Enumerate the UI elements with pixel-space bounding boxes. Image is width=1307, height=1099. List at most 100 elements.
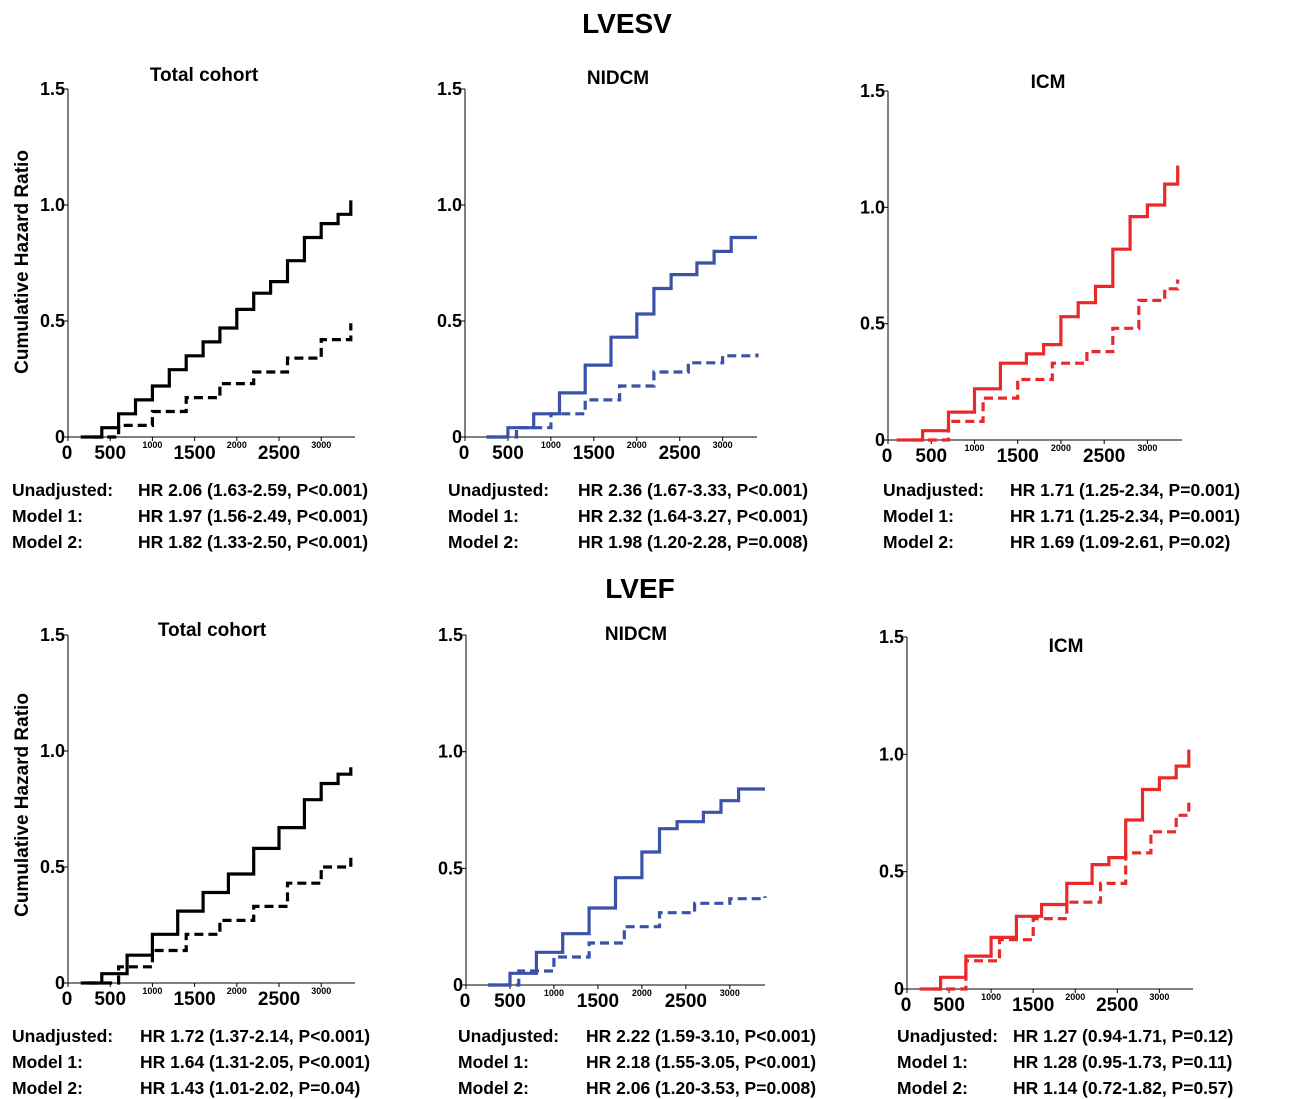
- series-line-solid: [488, 787, 765, 987]
- x-tick-label-small: 2000: [227, 986, 247, 996]
- hr-value: HR 1.71 (1.25-2.34, P=0.001): [1010, 480, 1240, 500]
- series-line-solid: [486, 235, 757, 439]
- x-tick-label: 500: [915, 446, 947, 467]
- y-tick-label: 0.5: [437, 311, 462, 331]
- series-line-solid: [919, 749, 1191, 991]
- y-tick-label: 1.5: [437, 79, 462, 99]
- x-tick-label: 500: [492, 443, 524, 464]
- hr-label: Model 2:: [883, 532, 954, 552]
- hr-label: Model 1:: [458, 1052, 529, 1072]
- x-tick-label-small: 2000: [632, 988, 652, 998]
- y-tick-label: 1.0: [860, 197, 885, 217]
- x-tick-label: 1500: [577, 991, 619, 1012]
- hr-value: HR 1.28 (0.95-1.73, P=0.11): [1013, 1052, 1232, 1072]
- x-tick-label: 500: [933, 995, 965, 1016]
- panel-title: ICM: [1049, 636, 1084, 657]
- hr-value: HR 1.43 (1.01-2.02, P=0.04): [140, 1078, 360, 1098]
- hr-value: HR 1.97 (1.56-2.49, P<0.001): [138, 506, 368, 526]
- hr-label: Model 1:: [448, 506, 519, 526]
- x-tick-label-small: 1000: [142, 440, 162, 450]
- x-tick-label: 1500: [573, 443, 615, 464]
- hr-value: HR 2.06 (1.63-2.59, P<0.001): [138, 480, 368, 500]
- x-tick-label: 0: [459, 443, 470, 464]
- hr-label: Model 2:: [12, 532, 83, 552]
- panel-title: Total cohort: [150, 65, 259, 86]
- y-tick-label: 0: [55, 973, 65, 993]
- hr-value: HR 1.27 (0.94-1.71, P=0.12): [1013, 1026, 1233, 1046]
- x-tick-label: 500: [494, 991, 526, 1012]
- chart-panel-3: ICM 0 0.5 1.0 1.5 0 500 1500 2500 1000 2000 3000 Una…: [860, 72, 1240, 552]
- hr-value: HR 2.06 (1.20-3.53, P=0.008): [586, 1078, 816, 1098]
- x-tick-label: 0: [62, 443, 73, 464]
- hr-value: HR 1.14 (0.72-1.82, P=0.57): [1013, 1078, 1233, 1098]
- x-tick-label: 0: [460, 991, 471, 1012]
- series-line-dashed: [932, 801, 1191, 991]
- x-tick-label: 2500: [665, 991, 707, 1012]
- hr-label: Unadjusted:: [897, 1026, 998, 1046]
- series-line-solid: [896, 165, 1180, 442]
- y-tick-label: 1.5: [879, 627, 904, 647]
- x-tick-label-small: 1000: [981, 992, 1001, 1002]
- y-tick-label: 1.5: [860, 81, 885, 101]
- section-title-lvef: LVEF: [605, 573, 674, 604]
- hr-value: HR 2.32 (1.64-3.27, P<0.001): [578, 506, 808, 526]
- x-tick-label: 1500: [173, 443, 215, 464]
- x-tick-label: 500: [94, 443, 126, 464]
- hr-label: Unadjusted:: [883, 480, 984, 500]
- hr-value: HR 2.18 (1.55-3.05, P<0.001): [586, 1052, 816, 1072]
- y-tick-label: 0.5: [860, 314, 885, 334]
- series-line-solid: [80, 767, 353, 985]
- chart-panel-4: Total cohort 0 0.5 1.0 1.5 0 500 1500 2500 1000 20…: [12, 620, 370, 1098]
- y-tick-label: 0: [453, 975, 463, 995]
- x-tick-label-small: 2000: [627, 440, 647, 450]
- y-tick-label: 1.0: [437, 195, 462, 215]
- y-axis-label: Cumulative Hazard Ratio: [12, 150, 33, 374]
- y-tick-label: 1.0: [40, 195, 65, 215]
- panel-title: NIDCM: [605, 624, 667, 645]
- panel-title: Total cohort: [158, 620, 267, 641]
- x-tick-label-small: 1000: [541, 440, 561, 450]
- hr-label: Model 2:: [12, 1078, 83, 1098]
- hr-label: Model 1:: [897, 1052, 968, 1072]
- x-tick-label-small: 3000: [1137, 443, 1157, 453]
- x-tick-label-small: 3000: [713, 440, 733, 450]
- y-tick-label: 0.5: [40, 311, 65, 331]
- x-tick-label-small: 2000: [1065, 992, 1085, 1002]
- series-line-solid: [80, 200, 353, 439]
- chart-panel-2: NIDCM 0 0.5 1.0 1.5 0 500 1500 2500 1000 2000 3000 U…: [437, 68, 808, 552]
- x-tick-label: 0: [901, 995, 912, 1016]
- x-tick-label: 0: [62, 989, 73, 1010]
- x-tick-label: 2500: [1096, 995, 1138, 1016]
- y-tick-label: 1.5: [40, 625, 65, 645]
- hr-label: Unadjusted:: [12, 480, 113, 500]
- hr-value: HR 1.71 (1.25-2.34, P=0.001): [1010, 506, 1240, 526]
- x-tick-label: 1500: [997, 446, 1039, 467]
- x-tick-label-small: 1000: [544, 988, 564, 998]
- x-tick-label-small: 1000: [964, 443, 984, 453]
- y-tick-label: 0.5: [40, 857, 65, 877]
- x-tick-label: 2500: [258, 443, 300, 464]
- y-tick-label: 0: [875, 430, 885, 450]
- hr-label: Model 2:: [448, 532, 519, 552]
- panel-title: NIDCM: [587, 68, 649, 89]
- chart-panel-1: Total cohort 0 0.5 1.0 1.5 0 500 1500 2500 1000 20…: [12, 65, 368, 552]
- chart-panel-5: NIDCM 0 0.5 1.0 1.5 0 500 1500 2500 1000 2000 3000 U…: [438, 624, 816, 1098]
- hr-label: Model 1:: [883, 506, 954, 526]
- x-tick-label-small: 3000: [1149, 992, 1169, 1002]
- hr-value: HR 2.36 (1.67-3.33, P<0.001): [578, 480, 808, 500]
- series-line-dashed: [486, 353, 759, 439]
- hr-value: HR 2.22 (1.59-3.10, P<0.001): [586, 1026, 816, 1046]
- y-tick-label: 0: [894, 979, 904, 999]
- y-tick-label: 0.5: [879, 862, 904, 882]
- y-tick-label: 1.0: [879, 744, 904, 764]
- y-tick-label: 1.0: [40, 741, 65, 761]
- x-tick-label: 0: [882, 446, 893, 467]
- x-tick-label: 1500: [173, 989, 215, 1010]
- hr-label: Unadjusted:: [12, 1026, 113, 1046]
- series-line-dashed: [89, 855, 353, 985]
- y-tick-label: 1.0: [438, 742, 463, 762]
- x-tick-label: 2500: [258, 989, 300, 1010]
- y-tick-label: 0: [55, 427, 65, 447]
- section-title-lvesv: LVESV: [582, 8, 672, 39]
- x-tick-label-small: 1000: [142, 986, 162, 996]
